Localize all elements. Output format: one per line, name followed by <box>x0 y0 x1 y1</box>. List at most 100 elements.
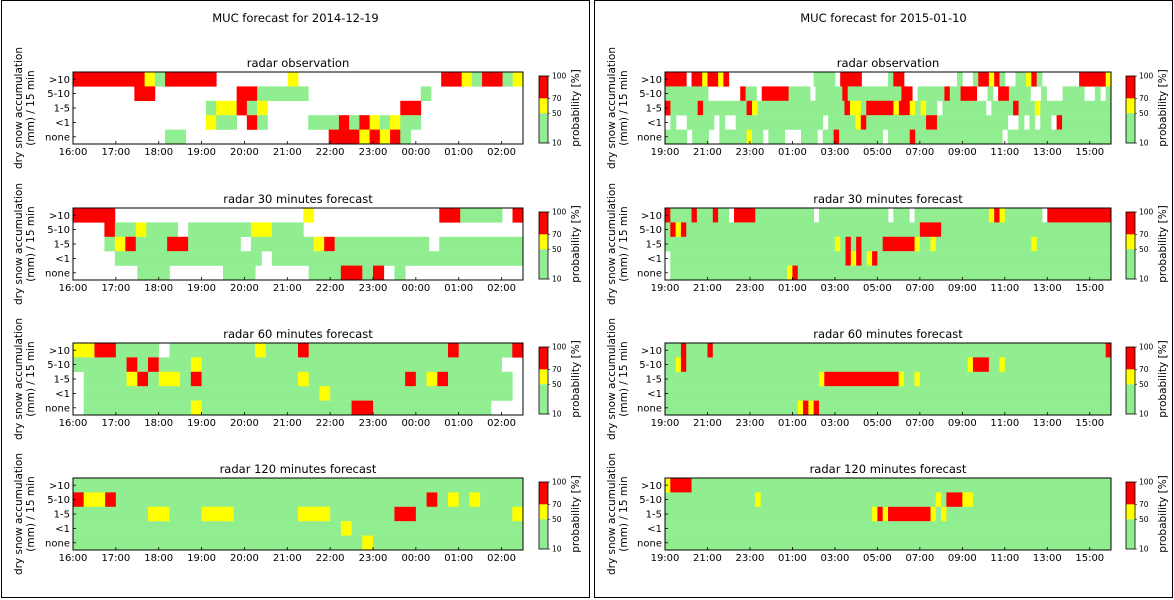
heat-cell <box>180 535 192 551</box>
heat-cell <box>271 222 283 237</box>
heat-cell <box>1015 222 1022 237</box>
heat-cell <box>1010 251 1016 266</box>
heat-cell <box>951 478 958 493</box>
heat-cell <box>1003 86 1010 101</box>
heat-cell <box>839 100 845 116</box>
heat-cell <box>728 343 735 358</box>
heat-cell <box>308 371 320 387</box>
heat-cell <box>877 492 884 507</box>
heat-cell <box>787 371 793 387</box>
colorbar-segment-green <box>1126 249 1135 279</box>
heat-cell <box>198 236 210 252</box>
heat-cell <box>978 492 984 507</box>
heat-cell <box>426 343 438 358</box>
heat-cell <box>233 371 245 387</box>
heat-cell <box>930 222 937 237</box>
heat-cell <box>148 400 160 416</box>
heat-cell <box>994 357 1000 372</box>
heat-cell <box>1079 72 1085 87</box>
heat-cell <box>739 251 746 266</box>
heat-cell <box>1036 400 1043 416</box>
heat-cell <box>158 400 170 416</box>
heat-cell <box>244 265 256 281</box>
heat-cell <box>229 251 241 266</box>
heat-cell <box>340 343 352 358</box>
heat-cell <box>803 208 809 223</box>
heat-cell <box>744 386 751 401</box>
heat-cell <box>872 222 878 237</box>
heat-cell <box>271 251 283 266</box>
heat-cell <box>749 371 756 387</box>
heat-cell <box>702 492 708 507</box>
heat-cell <box>951 343 958 358</box>
heat-cell <box>1079 265 1085 281</box>
heat-cell <box>1026 492 1032 507</box>
heat-cell <box>670 208 677 223</box>
colorbar-segment-green <box>539 519 548 549</box>
heat-cell <box>834 208 841 223</box>
x-tick-label: 09:00 <box>948 418 977 429</box>
heat-cell <box>1084 222 1091 237</box>
heat-cell <box>437 371 449 387</box>
heat-cell <box>675 521 682 536</box>
heat-cell <box>697 115 704 130</box>
heat-cell <box>437 492 449 507</box>
heat-cell <box>394 357 406 372</box>
x-tick-label: 01:00 <box>444 553 473 564</box>
heat-cell <box>958 115 965 130</box>
heat-cell <box>480 400 492 416</box>
y-tick-label: 1-5 <box>54 510 70 521</box>
heat-cell <box>957 400 963 416</box>
heat-cell <box>779 115 786 130</box>
x-tick-label: 07:00 <box>905 147 934 158</box>
heat-cell <box>903 222 910 237</box>
heat-cell <box>808 222 815 237</box>
x-tick-label: 19:00 <box>651 283 680 294</box>
heat-cell <box>460 251 472 266</box>
heat-cell <box>1007 100 1014 116</box>
heat-cell <box>219 236 231 252</box>
heat-cell <box>925 265 931 281</box>
heat-cell <box>728 521 735 536</box>
heat-cell <box>824 208 830 223</box>
heat-cell <box>1041 236 1048 252</box>
heat-cell <box>1020 535 1027 551</box>
heat-cell <box>265 478 277 493</box>
heat-cell <box>765 343 772 358</box>
heat-cell <box>1100 506 1107 522</box>
heat-cell <box>983 521 990 536</box>
heat-cell <box>1041 357 1048 372</box>
heat-cell <box>702 357 708 372</box>
heat-cell <box>1100 208 1107 223</box>
heat-cell <box>818 506 825 522</box>
heat-cell <box>957 222 963 237</box>
heat-cell <box>824 222 830 237</box>
heat-cell <box>944 86 951 101</box>
heat-cell <box>983 208 990 223</box>
heat-cell <box>813 371 820 387</box>
heat-cell <box>787 343 793 358</box>
heat-cell <box>276 492 288 507</box>
heat-cell <box>703 115 709 130</box>
heat-cell <box>1020 521 1027 536</box>
heat-cell <box>962 400 969 416</box>
heat-cell <box>893 115 900 130</box>
heat-cell <box>386 236 398 252</box>
heat-cell <box>686 115 693 130</box>
heat-cell <box>73 492 85 507</box>
x-tick-label: 22:00 <box>316 283 345 294</box>
heat-cell <box>734 492 740 507</box>
heat-cell <box>813 265 820 281</box>
heat-cell <box>670 222 677 237</box>
heat-cell <box>941 506 947 522</box>
heat-cell <box>229 236 241 252</box>
heat-cell <box>765 222 772 237</box>
heat-cell <box>1015 492 1022 507</box>
heat-cell <box>1052 371 1059 387</box>
heat-cell <box>448 521 460 536</box>
heat-cell <box>394 343 406 358</box>
heat-cell <box>831 86 838 101</box>
y-tick-label: >10 <box>641 481 662 492</box>
heat-cell <box>148 506 160 522</box>
heat-cell <box>1031 400 1038 416</box>
